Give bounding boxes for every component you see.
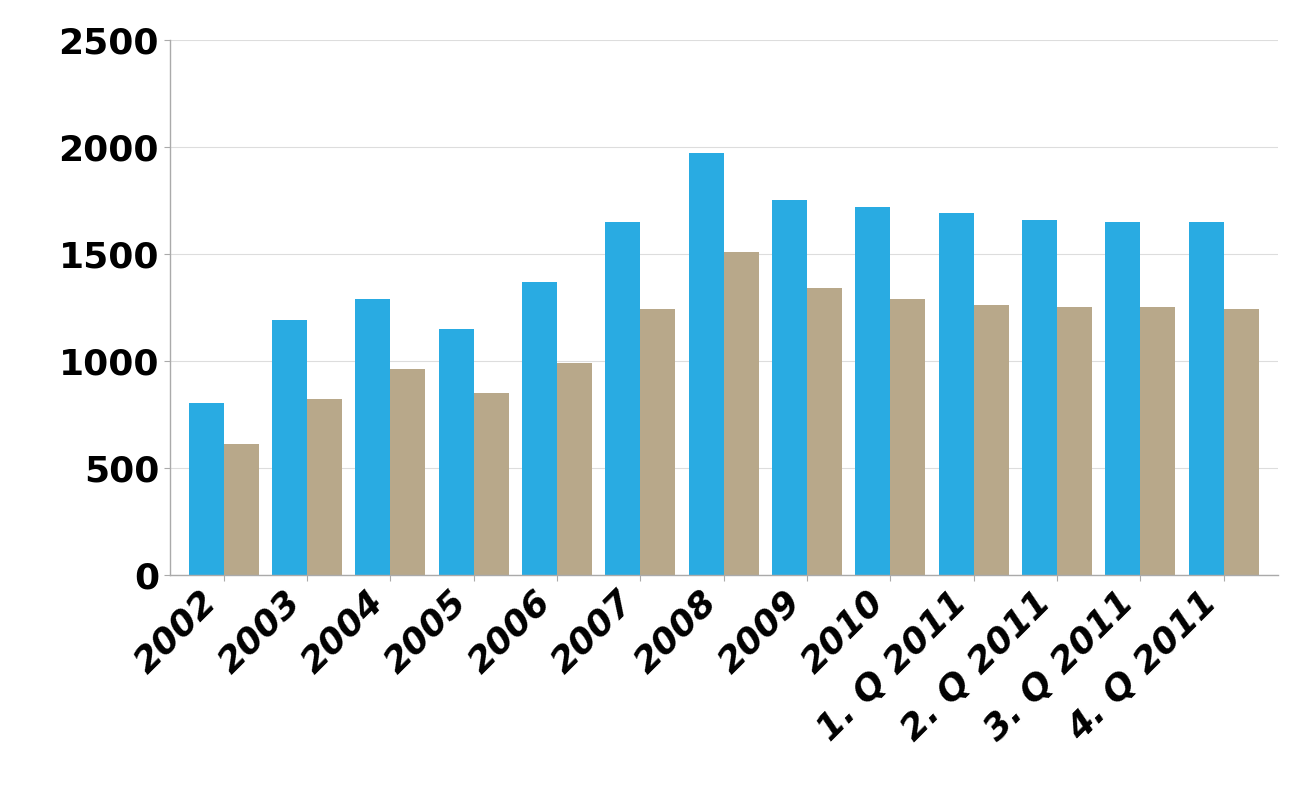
Bar <box>1141 307 1175 575</box>
Bar <box>356 298 390 575</box>
Bar <box>438 329 473 575</box>
Bar <box>855 207 891 575</box>
Bar <box>724 251 759 575</box>
Bar <box>390 369 425 575</box>
Bar <box>189 404 224 575</box>
Bar <box>1022 219 1058 575</box>
Bar <box>605 222 640 575</box>
Bar <box>1189 222 1223 575</box>
Bar <box>640 310 675 575</box>
Bar <box>807 288 842 575</box>
Bar <box>974 305 1009 575</box>
Bar <box>939 213 974 575</box>
Bar <box>1223 310 1258 575</box>
Bar <box>1058 307 1091 575</box>
Bar <box>224 444 258 575</box>
Bar <box>689 153 724 575</box>
Bar <box>1106 222 1141 575</box>
Bar <box>306 399 342 575</box>
Bar <box>473 393 509 575</box>
Bar <box>891 298 926 575</box>
Bar <box>273 320 306 575</box>
Bar <box>557 363 592 575</box>
Bar <box>772 200 807 575</box>
Bar <box>522 282 557 575</box>
